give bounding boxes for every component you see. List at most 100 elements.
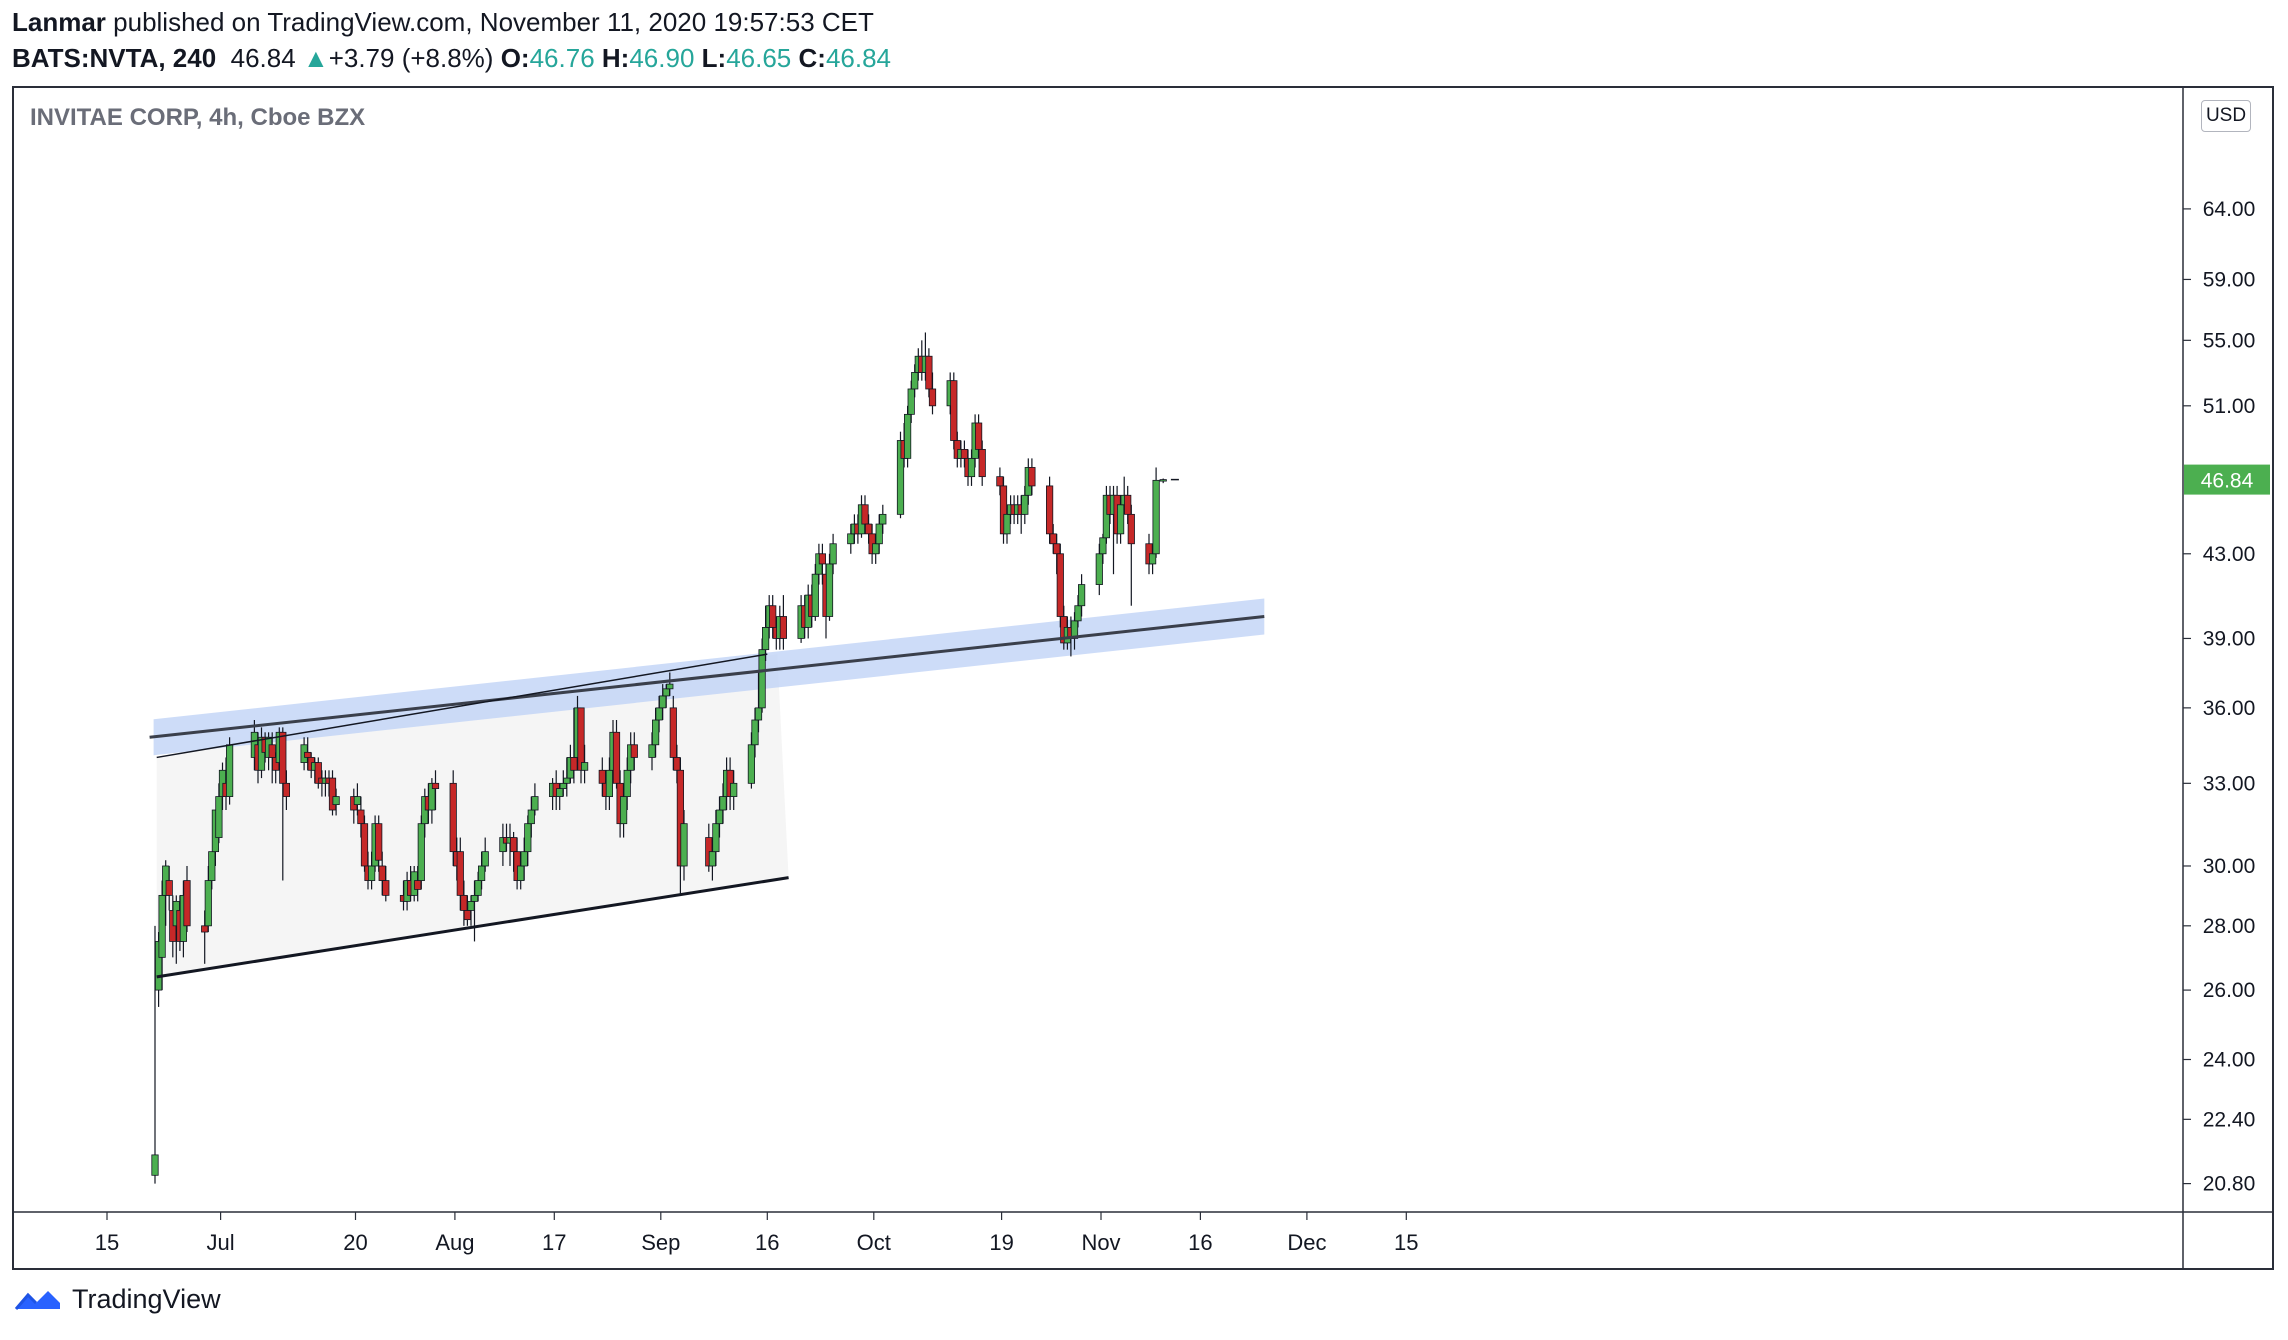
- candle-body: [598, 769, 606, 784]
- candle-body: [520, 851, 528, 867]
- candle-body: [1127, 513, 1135, 545]
- candle-body: [208, 851, 216, 881]
- candle-body: [967, 457, 976, 478]
- candle-body: [825, 563, 834, 617]
- candle-body: [1046, 485, 1054, 535]
- x-tick-label: Aug: [435, 1230, 474, 1255]
- candle-body: [215, 796, 223, 838]
- x-tick-label: Sep: [641, 1230, 680, 1255]
- candle-body: [449, 782, 457, 853]
- open-label: O:: [500, 43, 530, 73]
- open-value: 46.76: [529, 43, 595, 73]
- candle-body: [1117, 504, 1125, 535]
- candle-body: [481, 851, 489, 867]
- candle-body: [673, 757, 681, 771]
- candle-body: [758, 649, 766, 709]
- chart-title: INVITAE CORP, 4h, Cboe BZX: [30, 104, 366, 131]
- candle-body: [332, 796, 340, 806]
- candle-body: [357, 809, 365, 825]
- low-value: 46.65: [726, 43, 792, 73]
- chart-frame: [12, 86, 2274, 1270]
- candle-body: [304, 751, 312, 758]
- candle-body: [1021, 494, 1029, 515]
- candle-body: [414, 880, 422, 890]
- candle-body: [1078, 584, 1086, 607]
- candle-body: [754, 707, 763, 721]
- low-label: L:: [701, 43, 727, 73]
- candle-body: [950, 380, 958, 441]
- y-tick-label: 51.00: [2203, 395, 2256, 418]
- published-text: published on TradingView.com, November 1…: [105, 7, 874, 37]
- footer-brand[interactable]: TradingView: [14, 1284, 221, 1315]
- candle-body: [431, 782, 440, 790]
- candle-body: [282, 782, 291, 797]
- x-tick-label: 15: [95, 1230, 119, 1255]
- candle-body: [779, 616, 788, 639]
- symbol-label: BATS:NVTA, 240: [12, 43, 217, 73]
- currency-button[interactable]: USD: [2201, 100, 2251, 132]
- candle-body: [183, 880, 191, 927]
- candle-body: [328, 777, 337, 811]
- candle-body: [1152, 479, 1160, 555]
- candle-body: [382, 880, 390, 896]
- candle-body: [204, 880, 212, 927]
- y-tick-label: 55.00: [2203, 329, 2256, 352]
- x-tick-label: Dec: [1287, 1230, 1326, 1255]
- candle-body: [904, 413, 912, 459]
- candle-body: [517, 865, 525, 881]
- y-tick-label: 22.40: [2203, 1108, 2256, 1131]
- candle-body: [659, 695, 667, 709]
- candle-body: [151, 1154, 159, 1176]
- candle-body: [751, 719, 759, 746]
- candle-body: [769, 605, 777, 628]
- candle-body: [818, 553, 827, 565]
- candle-body: [747, 744, 756, 784]
- candle-body: [662, 688, 670, 697]
- candle-body: [605, 769, 614, 797]
- candle-body: [708, 851, 717, 867]
- footer-brand-label: TradingView: [72, 1284, 221, 1314]
- candle-body: [279, 731, 287, 784]
- candle-body: [1028, 467, 1036, 487]
- publish-line: Lanmar published on TradingView.com, Nov…: [12, 6, 874, 38]
- candle-body: [925, 355, 933, 390]
- candle-body: [1056, 553, 1064, 617]
- candle-body: [680, 823, 688, 867]
- x-tick-label: 20: [343, 1230, 367, 1255]
- y-tick-label: 24.00: [2203, 1048, 2256, 1071]
- candle-body: [158, 894, 166, 958]
- candle-body: [669, 707, 677, 758]
- y-tick-label: 36.00: [2203, 697, 2256, 720]
- candle-body: [360, 823, 369, 867]
- candle-body: [456, 851, 464, 896]
- candle-body: [829, 543, 837, 565]
- candle-body: [1074, 605, 1082, 622]
- candle-body: [581, 762, 589, 771]
- candle-body: [865, 523, 873, 535]
- upper-channel-line: [156, 653, 768, 759]
- candle-body: [960, 448, 969, 459]
- candle-body: [417, 823, 425, 881]
- high-label: H:: [601, 43, 630, 73]
- candle-body: [556, 788, 564, 797]
- tradingview-logo-icon: [14, 1290, 60, 1310]
- x-tick-label: Oct: [857, 1230, 891, 1255]
- x-tick-label: 17: [542, 1230, 566, 1255]
- author-name: Lanmar: [12, 7, 106, 37]
- candle-body: [715, 809, 724, 825]
- candle-body: [559, 782, 567, 790]
- candle-body: [268, 744, 276, 758]
- candle-body: [470, 894, 479, 902]
- candle-body: [509, 837, 518, 853]
- candle-body: [719, 796, 727, 811]
- candle-body: [353, 796, 362, 806]
- y-tick-label: 28.00: [2203, 915, 2256, 938]
- y-tick-label: 64.00: [2203, 198, 2256, 221]
- candle-body: [612, 731, 621, 784]
- change-arrow: ▲: [302, 43, 329, 73]
- candle-body: [474, 880, 482, 896]
- candle-body: [872, 543, 880, 555]
- x-tick-label: 16: [755, 1230, 779, 1255]
- candle-body: [463, 910, 472, 921]
